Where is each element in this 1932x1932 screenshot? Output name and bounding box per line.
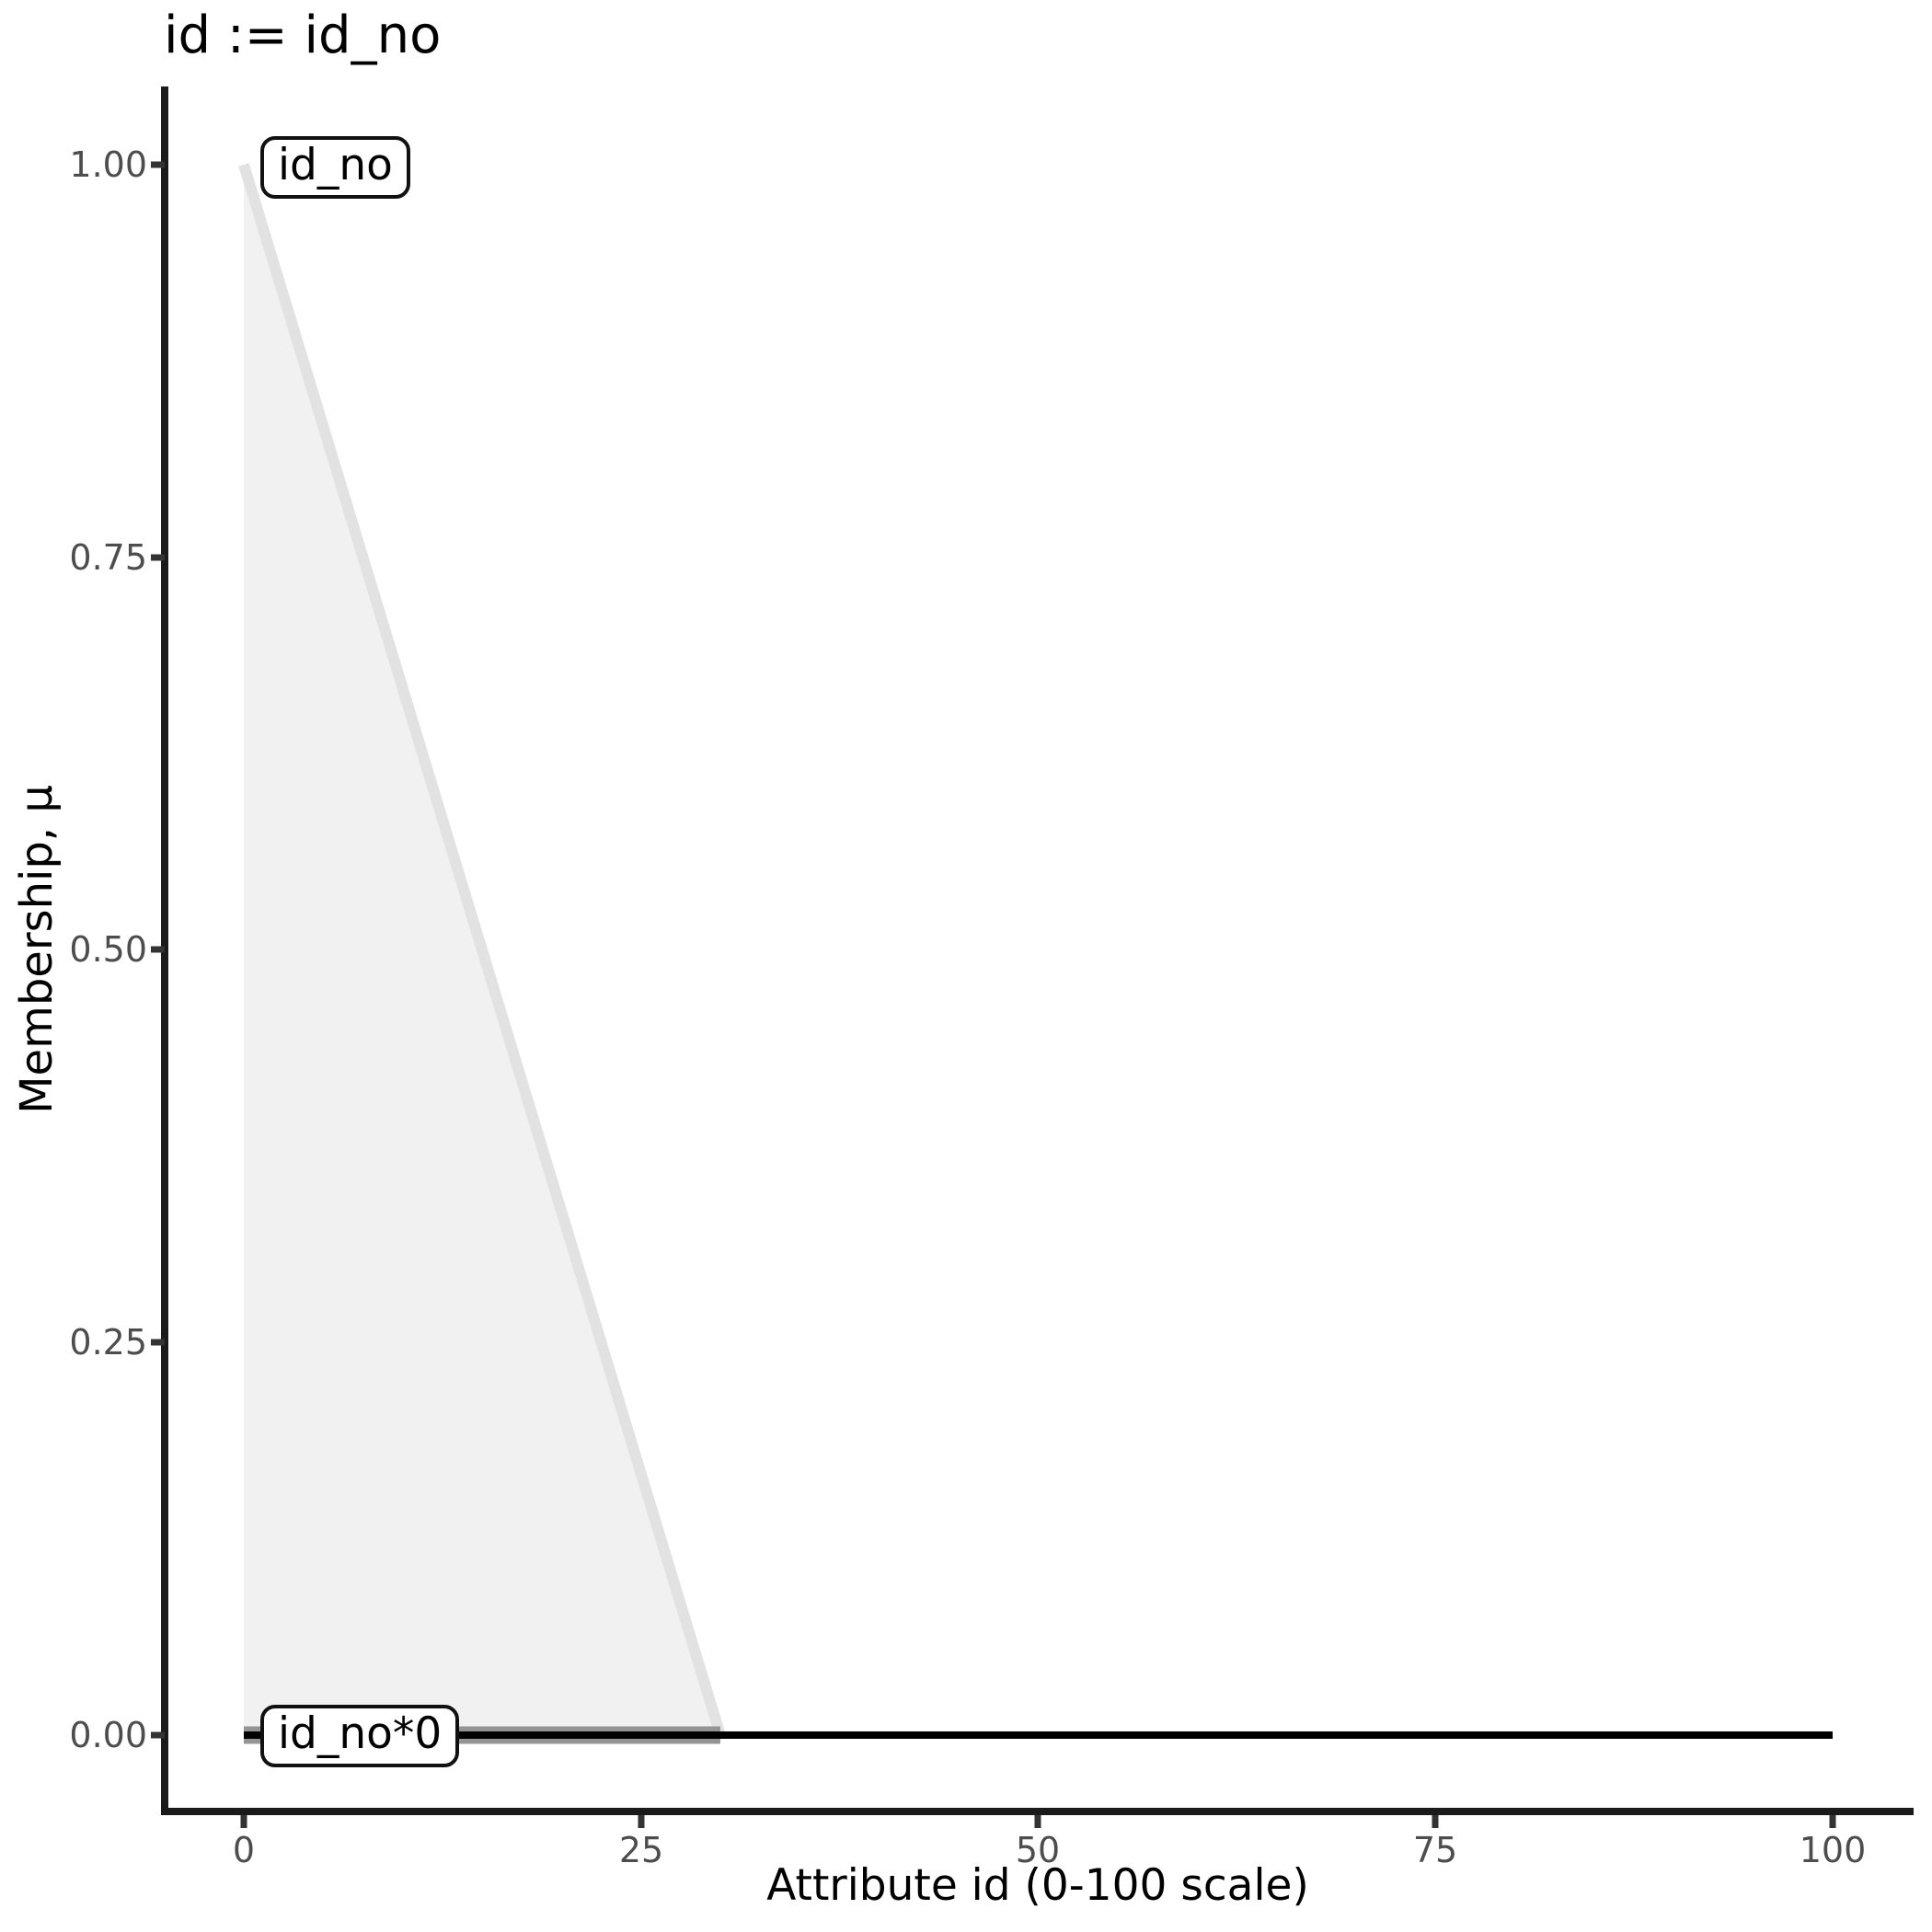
x-tick-label-0: 0 bbox=[232, 1830, 256, 1870]
x-tick-label-25: 25 bbox=[618, 1830, 664, 1870]
y-tick-label-0.25: 0.25 bbox=[69, 1322, 147, 1363]
tick-marks bbox=[151, 161, 1836, 1828]
x-tick-label-100: 100 bbox=[1799, 1830, 1867, 1870]
y-tick-label-1.00: 1.00 bbox=[69, 144, 147, 185]
x-tick-label-50: 50 bbox=[1015, 1830, 1061, 1870]
y-tick-label-0.75: 0.75 bbox=[69, 537, 147, 578]
annotation-label-id-no-times-0: id_no*0 bbox=[260, 1705, 460, 1767]
y-tick-label-0.00: 0.00 bbox=[69, 1715, 147, 1755]
x-axis-title: Attribute id (0-100 scale) bbox=[766, 1860, 1309, 1911]
annotation-label-id-no: id_no bbox=[260, 136, 410, 199]
x-tick-label-75: 75 bbox=[1412, 1830, 1458, 1870]
y-tick-label-0.50: 0.50 bbox=[69, 929, 147, 970]
chart-title: id := id_no bbox=[164, 6, 442, 65]
membership-line-id-no bbox=[238, 163, 726, 1737]
